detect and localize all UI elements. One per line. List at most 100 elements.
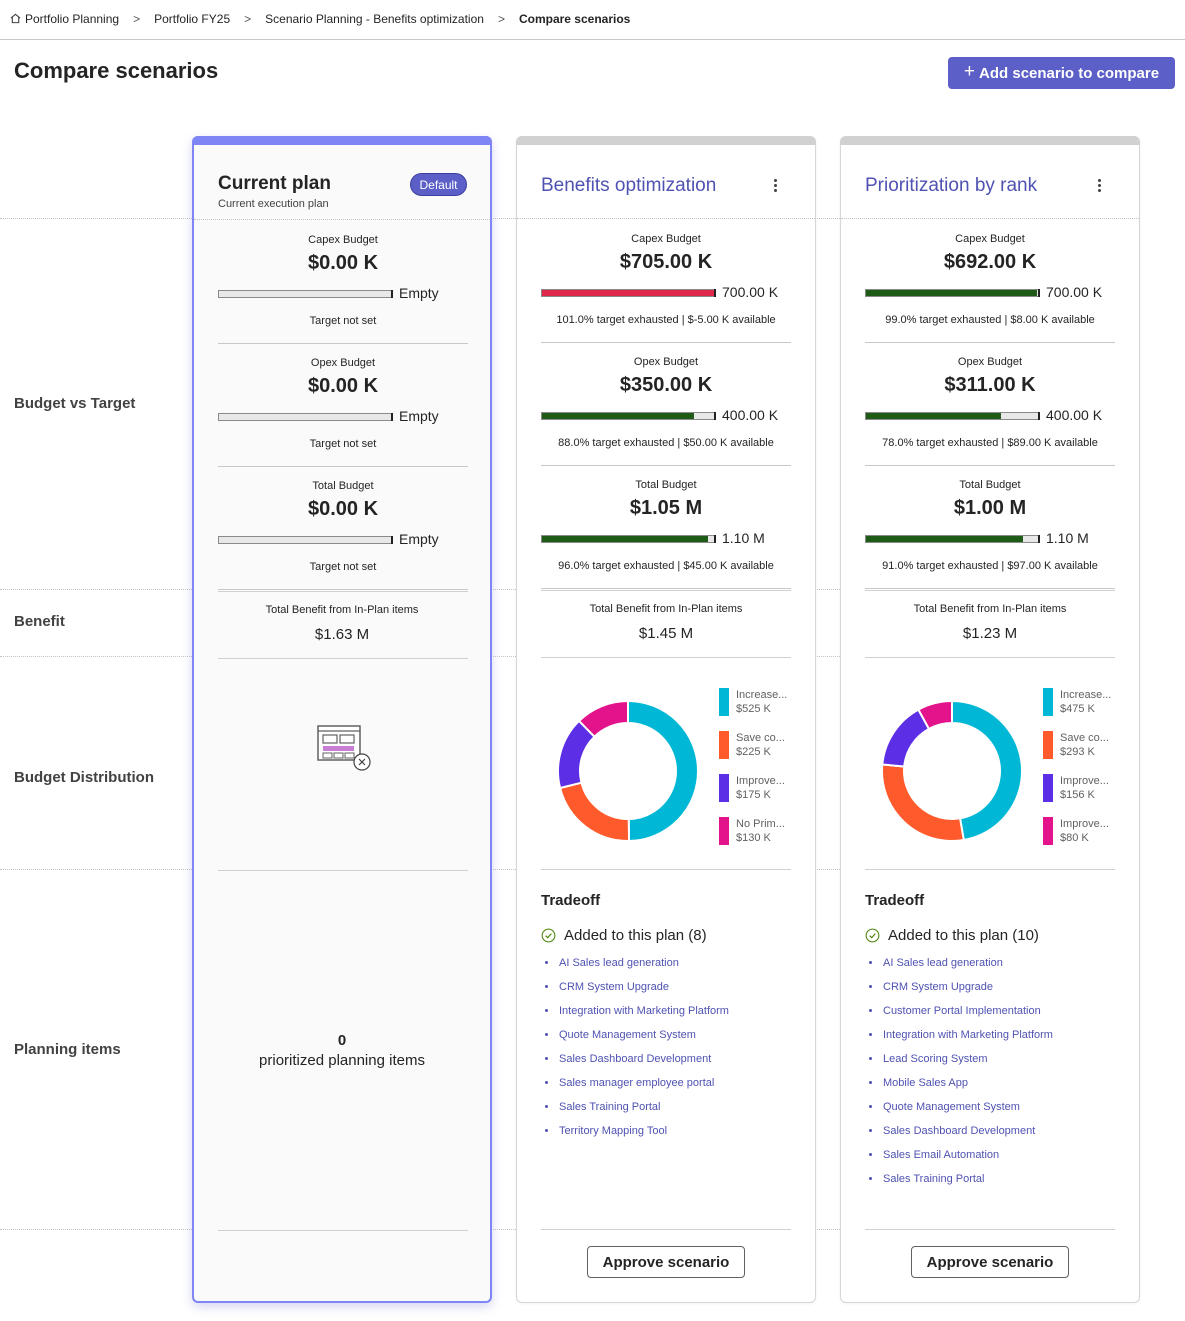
section-divider	[218, 591, 468, 592]
breadcrumb-label: Portfolio Planning	[25, 12, 120, 26]
target-marker	[714, 535, 716, 543]
planning-item-link[interactable]: Integration with Marketing Platform	[541, 1003, 729, 1027]
legend-value: $130 K	[736, 832, 771, 844]
card-title[interactable]: Benefits optimization	[541, 175, 717, 196]
planning-item-link[interactable]: Quote Management System	[541, 1027, 729, 1051]
planning-item-link[interactable]: Sales Email Automation	[865, 1147, 1053, 1171]
progress-fill	[542, 536, 709, 542]
legend-item[interactable]: Save co... $293 K	[1043, 731, 1133, 774]
planning-item-link[interactable]: Mobile Sales App	[865, 1075, 1053, 1099]
card-accent-strip	[516, 136, 816, 145]
planning-item-link[interactable]: Integration with Marketing Platform	[865, 1027, 1053, 1051]
donut-slice[interactable]	[577, 699, 629, 739]
budget-divider	[865, 465, 1115, 466]
budget-note: Target not set	[309, 438, 377, 450]
donut-slice[interactable]	[881, 763, 965, 842]
more-options-icon[interactable]	[771, 179, 779, 195]
budget-section: Total Budget $0.00 K Empty Target not set	[218, 480, 468, 573]
donut-slice[interactable]	[917, 699, 953, 731]
budget-value: $0.00 K	[307, 498, 379, 520]
legend-value: $156 K	[1060, 789, 1095, 801]
legend-item[interactable]: Improve... $156 K	[1043, 774, 1133, 817]
legend-name: Improve...	[1060, 775, 1109, 787]
progress-fill	[542, 413, 695, 419]
section-divider	[218, 658, 468, 659]
target-marker	[1038, 412, 1040, 420]
budget-note: Target not set	[309, 315, 377, 327]
added-to-plan-header: Added to this plan (10)	[865, 927, 1039, 944]
planning-item-link[interactable]: CRM System Upgrade	[865, 979, 1053, 1003]
donut-slice[interactable]	[627, 699, 699, 843]
legend-item[interactable]: No Prim... $130 K	[719, 817, 809, 860]
row-label-benefit: Benefit	[14, 613, 65, 630]
page-title: Compare scenarios	[14, 58, 219, 83]
planning-item-link[interactable]: Lead Scoring System	[865, 1051, 1053, 1075]
budget-label: Opex Budget	[633, 356, 699, 368]
approve-scenario-button[interactable]: Approve scenario	[911, 1246, 1069, 1278]
legend-name: Improve...	[736, 775, 785, 787]
planning-item-link[interactable]: Sales Dashboard Development	[865, 1123, 1053, 1147]
planning-items-list: AI Sales lead generation CRM System Upgra…	[865, 955, 1053, 1195]
add-scenario-button[interactable]: + Add scenario to compare	[948, 57, 1175, 89]
card-subtitle: Current execution plan	[218, 198, 329, 210]
scenario-card-prioritization-by-rank: Prioritization by rank Capex Budget $692.…	[840, 136, 1140, 1303]
planning-item-link[interactable]: AI Sales lead generation	[865, 955, 1053, 979]
legend-item[interactable]: Improve... $175 K	[719, 774, 809, 817]
check-circle-icon	[865, 928, 880, 943]
benefit-section: Total Benefit from In-Plan items $1.23 M	[841, 603, 1139, 642]
breadcrumb-item-portfolio-fy25[interactable]: Portfolio FY25	[154, 12, 231, 26]
planning-item-link[interactable]: AI Sales lead generation	[541, 955, 729, 979]
legend-item[interactable]: Increase... $475 K	[1043, 688, 1133, 731]
progress-fill	[866, 413, 1001, 419]
budget-value: $311.00 K	[944, 374, 1036, 396]
breadcrumb-item-portfolio-planning[interactable]: Portfolio Planning	[10, 12, 119, 26]
section-divider	[541, 869, 791, 870]
budget-target: Empty	[399, 408, 439, 424]
budget-distribution-donut	[555, 698, 701, 844]
planning-item-link[interactable]: CRM System Upgrade	[541, 979, 729, 1003]
more-options-icon[interactable]	[1095, 179, 1103, 195]
legend-value: $80 K	[1060, 832, 1089, 844]
budget-progress: Empty	[218, 408, 468, 426]
section-divider	[865, 1229, 1115, 1230]
progress-track	[541, 289, 716, 297]
progress-track	[865, 412, 1040, 420]
planning-items-list: AI Sales lead generation CRM System Upgra…	[541, 955, 729, 1147]
legend-swatch	[719, 774, 729, 802]
planning-item-link[interactable]: Customer Portal Implementation	[865, 1003, 1053, 1027]
planning-item-link[interactable]: Territory Mapping Tool	[541, 1123, 729, 1147]
row-label-planning: Planning items	[14, 1041, 121, 1058]
target-marker	[391, 290, 393, 298]
planning-item-link[interactable]: Sales Training Portal	[541, 1099, 729, 1123]
scenario-card-benefits-optimization: Benefits optimization Capex Budget $705.0…	[516, 136, 816, 1303]
budget-target: 1.10 M	[722, 530, 765, 546]
budget-note: 91.0% target exhausted | $97.00 K availa…	[882, 560, 1098, 572]
legend-swatch	[1043, 774, 1053, 802]
planning-item-link[interactable]: Sales Dashboard Development	[541, 1051, 729, 1075]
breadcrumb-item-current: Compare scenarios	[518, 12, 631, 26]
benefit-label: Total Benefit from In-Plan items	[913, 603, 1067, 615]
planning-item-link[interactable]: Sales manager employee portal	[541, 1075, 729, 1099]
budget-divider	[541, 465, 791, 466]
budget-section: Total Budget $1.00 M 1.10 M 91.0% target ex…	[865, 479, 1115, 572]
budget-divider	[541, 342, 791, 343]
planning-item-link[interactable]: Quote Management System	[865, 1099, 1053, 1123]
tradeoff-title: Tradeoff	[541, 892, 601, 909]
default-badge: Default	[410, 173, 467, 196]
legend-item[interactable]: Improve... $80 K	[1043, 817, 1133, 860]
approve-scenario-button[interactable]: Approve scenario	[587, 1246, 745, 1278]
legend-item[interactable]: Increase... $525 K	[719, 688, 809, 731]
chevron-right-icon: >	[133, 12, 141, 26]
budget-note: 101.0% target exhausted | $-5.00 K avail…	[556, 314, 776, 326]
section-divider	[865, 590, 1115, 591]
legend-item[interactable]: Save co... $225 K	[719, 731, 809, 774]
donut-slice[interactable]	[951, 699, 1023, 842]
budget-progress: 700.00 K	[865, 284, 1115, 302]
card-title[interactable]: Prioritization by rank	[865, 175, 1038, 196]
breadcrumb-item-scenario-planning[interactable]: Scenario Planning - Benefits optimizatio…	[265, 12, 484, 26]
budget-divider	[218, 589, 468, 590]
donut-slice[interactable]	[558, 781, 631, 842]
budget-section: Capex Budget $0.00 K Empty Target not set	[218, 234, 468, 327]
planning-item-link[interactable]: Sales Training Portal	[865, 1171, 1053, 1195]
tradeoff-title: Tradeoff	[865, 892, 925, 909]
